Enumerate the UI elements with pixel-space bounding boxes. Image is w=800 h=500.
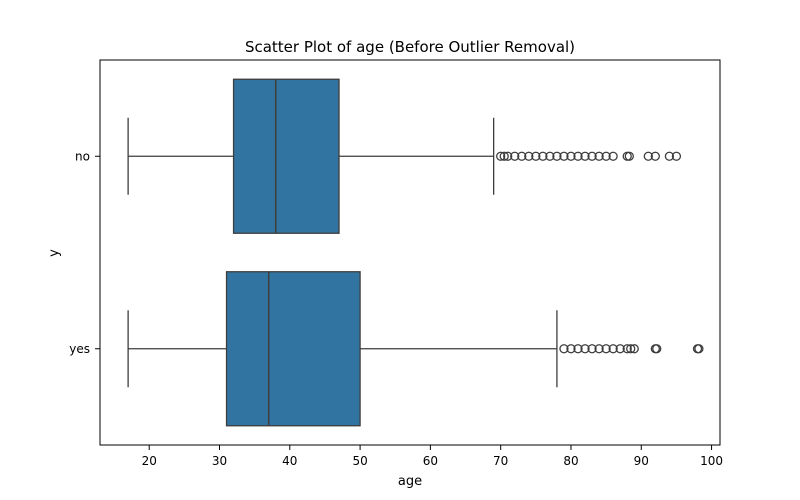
outlier-point (643, 151, 653, 161)
x-tick-label: 50 (352, 454, 367, 468)
outlier-point (524, 151, 534, 161)
outlier-point (580, 344, 590, 354)
outlier-point (594, 344, 604, 354)
y-axis-label: y (47, 249, 62, 257)
outlier-point (552, 151, 562, 161)
outlier-point (587, 151, 597, 161)
outlier-point (566, 151, 576, 161)
x-axis-label: age (398, 474, 422, 489)
outlier-point (615, 344, 625, 354)
outlier-point (559, 344, 569, 354)
chart-title: Scatter Plot of age (Before Outlier Remo… (245, 38, 575, 56)
outlier-point (573, 151, 583, 161)
outlier-point (499, 151, 509, 161)
y-tick-label: no (75, 149, 90, 163)
outlier-point (652, 344, 662, 354)
outlier-point (601, 344, 611, 354)
x-tick-label: 40 (282, 454, 297, 468)
outlier-point (650, 151, 660, 161)
x-tick-label: 30 (212, 454, 227, 468)
outlier-point (510, 151, 520, 161)
outlier-point (517, 151, 527, 161)
outlier-point (559, 151, 569, 161)
outlier-point (573, 344, 583, 354)
axes: 20 30 40 50 60 70 80 90 100 no yes (69, 59, 723, 468)
outlier-point (608, 344, 618, 354)
x-tick-label: 90 (634, 454, 649, 468)
outlier-point (622, 344, 632, 354)
outlier-point (496, 151, 506, 161)
outlier-point (503, 151, 513, 161)
outlier-point (531, 151, 541, 161)
outlier-point (624, 151, 634, 161)
outlier-point (694, 344, 704, 354)
plot-area (127, 78, 704, 427)
outlier-point (608, 151, 618, 161)
outlier-point (587, 344, 597, 354)
outlier-point (545, 151, 555, 161)
outlier-point (671, 151, 682, 161)
plot-frame (99, 59, 721, 446)
x-tick-label: 80 (563, 454, 578, 468)
iqr-box (232, 78, 340, 234)
iqr-box (225, 271, 361, 427)
box-yes (127, 271, 704, 427)
outlier-point (538, 151, 548, 161)
outlier-point (580, 151, 590, 161)
y-tick-label: yes (69, 342, 90, 356)
outlier-point (664, 151, 675, 161)
outlier-point (594, 151, 604, 161)
outlier-point (629, 344, 639, 354)
outlier-point (626, 344, 636, 354)
outlier-point (566, 344, 576, 354)
x-tick-label: 100 (700, 454, 723, 468)
x-tick-label: 60 (423, 454, 438, 468)
x-tick-label: 70 (493, 454, 508, 468)
outlier-point (601, 151, 611, 161)
x-tick-label: 20 (142, 454, 157, 468)
box-no (127, 78, 682, 234)
